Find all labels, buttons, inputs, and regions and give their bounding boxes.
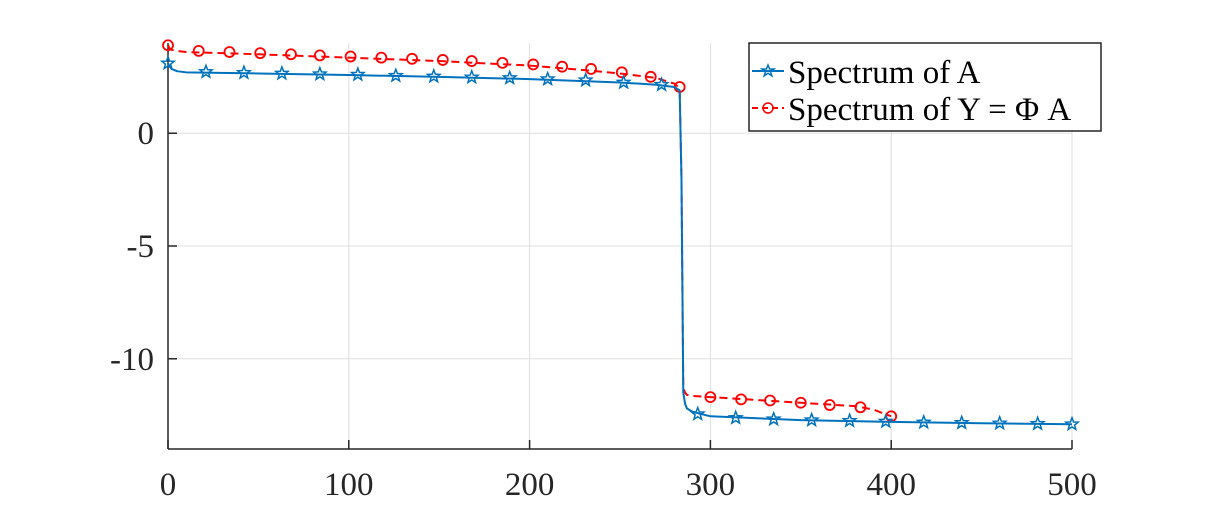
data-point-spectrum-y-7 — [375, 51, 388, 64]
data-point-spectrum-a-5 — [349, 65, 367, 82]
data-point-spectrum-a-8 — [463, 68, 480, 85]
data-point-spectrum-y-16 — [644, 70, 657, 83]
data-point-spectrum-y-8 — [406, 52, 418, 65]
data-point-spectrum-a-22 — [991, 414, 1008, 431]
data-point-spectrum-y-10 — [465, 55, 478, 67]
data-point-spectrum-y-0 — [162, 39, 174, 52]
data-point-spectrum-y-6 — [344, 50, 357, 63]
series-spectrum-y — [162, 39, 898, 423]
data-point-spectrum-a-21 — [953, 414, 970, 430]
data-point-spectrum-y-19 — [735, 393, 748, 406]
data-point-spectrum-a-19 — [877, 412, 894, 429]
legend-marker-spectrum-y — [762, 102, 774, 114]
data-point-spectrum-a-20 — [915, 413, 932, 430]
data-point-spectrum-a-6 — [387, 67, 405, 83]
data-point-spectrum-a-15 — [727, 409, 744, 425]
data-point-spectrum-y-11 — [496, 56, 509, 69]
y-tick-label-2: -10 — [110, 342, 154, 378]
data-point-spectrum-a-3 — [273, 64, 291, 81]
legend-label-spectrum-y: Spectrum of Y = Φ A — [788, 92, 1071, 128]
data-point-spectrum-a-0 — [159, 54, 177, 71]
data-point-spectrum-y-22 — [823, 399, 836, 411]
data-point-spectrum-y-14 — [585, 63, 597, 75]
series-group — [159, 39, 1081, 432]
y-tick-label-0: 0 — [138, 116, 155, 152]
y-tick-label-1: -5 — [127, 229, 155, 265]
data-point-spectrum-a-10 — [539, 70, 556, 87]
data-point-spectrum-y-12 — [527, 58, 540, 71]
legend-entry-spectrum-a: Spectrum of A — [752, 55, 981, 91]
data-point-spectrum-a-1 — [197, 63, 215, 79]
data-point-spectrum-a-24 — [1063, 415, 1081, 432]
data-point-spectrum-y-13 — [556, 60, 569, 73]
data-point-spectrum-y-1 — [192, 44, 205, 57]
x-tick-label-5: 500 — [1047, 467, 1097, 503]
data-point-spectrum-a-11 — [577, 71, 594, 88]
data-point-spectrum-y-21 — [794, 396, 807, 409]
x-tick-label-1: 100 — [324, 467, 374, 503]
data-point-spectrum-y-9 — [436, 54, 449, 66]
data-point-spectrum-y-3 — [254, 47, 267, 60]
series-line-spectrum-y — [167, 44, 892, 418]
data-point-spectrum-a-2 — [235, 64, 253, 80]
data-point-spectrum-a-9 — [501, 69, 518, 85]
data-point-spectrum-a-12 — [615, 73, 632, 90]
data-point-spectrum-a-13 — [653, 76, 670, 92]
legend: Spectrum of A Spectrum of Y = Φ A — [748, 42, 1102, 132]
x-tick-label-0: 0 — [160, 467, 177, 503]
axes: 0 100 200 300 400 500 0 -5 -10 — [110, 43, 1097, 503]
x-tick-label-2: 200 — [505, 467, 555, 503]
data-point-spectrum-y-23 — [854, 401, 867, 414]
data-point-spectrum-a-7 — [425, 67, 442, 84]
x-tick-label-4: 400 — [866, 467, 916, 503]
data-point-spectrum-y-4 — [285, 48, 297, 61]
data-point-spectrum-a-16 — [765, 410, 782, 427]
data-point-spectrum-a-4 — [311, 65, 329, 82]
data-point-spectrum-a-17 — [803, 411, 820, 428]
legend-label-spectrum-a: Spectrum of A — [788, 55, 981, 91]
data-point-spectrum-a-14 — [689, 405, 706, 422]
data-point-spectrum-y-15 — [615, 66, 628, 79]
data-point-spectrum-y-2 — [223, 46, 236, 58]
legend-box — [748, 42, 1102, 132]
data-point-spectrum-a-18 — [841, 412, 858, 428]
legend-entry-spectrum-y: Spectrum of Y = Φ A — [752, 92, 1071, 128]
data-point-spectrum-y-20 — [764, 394, 776, 407]
data-point-spectrum-y-5 — [313, 49, 326, 62]
series-spectrum-a — [159, 54, 1081, 432]
data-point-spectrum-y-18 — [704, 391, 717, 404]
data-point-spectrum-a-23 — [1029, 415, 1046, 431]
x-tick-label-3: 300 — [686, 467, 736, 503]
legend-marker-spectrum-a — [759, 62, 777, 78]
